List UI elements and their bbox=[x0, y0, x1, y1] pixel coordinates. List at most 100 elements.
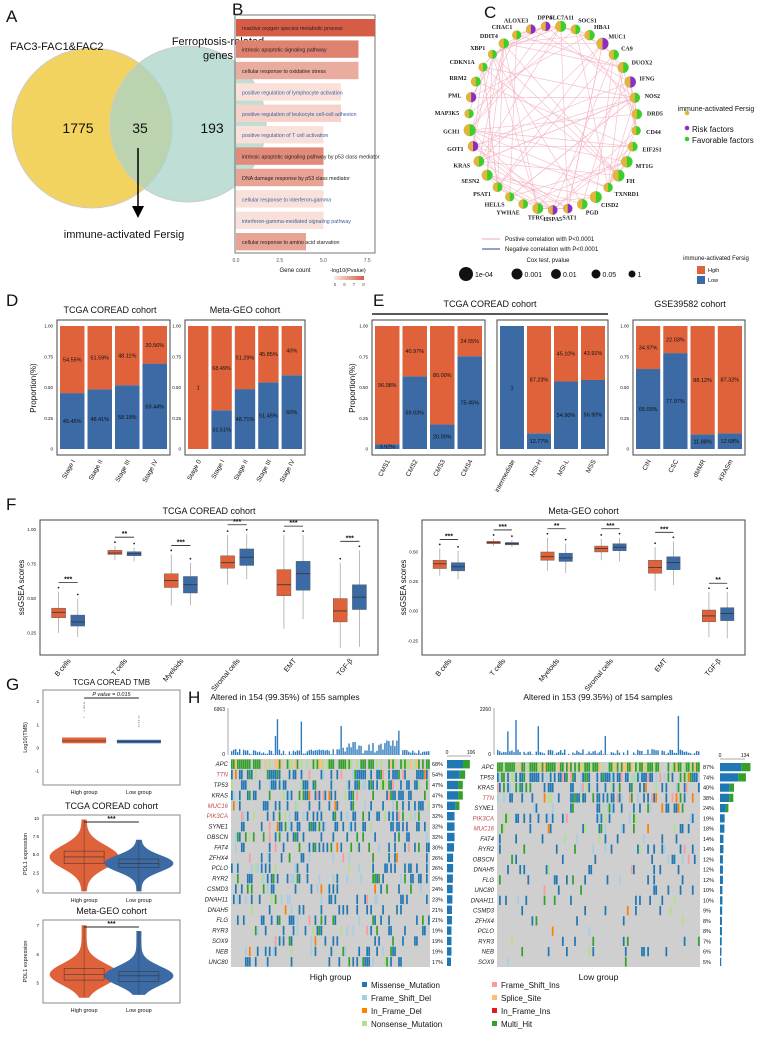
gene-node-half bbox=[624, 76, 631, 88]
arrow-label: immune-activated Fersig bbox=[64, 229, 184, 241]
mutation-cell bbox=[529, 783, 532, 793]
x-tick-label: Stage I bbox=[211, 458, 227, 480]
y-tick-label: 0.75 bbox=[172, 354, 181, 359]
bar-label: DNA damage response by p53 class mediato… bbox=[242, 176, 350, 182]
mutation-cell bbox=[547, 783, 550, 793]
mutation-cell bbox=[342, 759, 345, 769]
mutation-cell bbox=[563, 772, 566, 782]
tmb-bar bbox=[404, 749, 406, 755]
x-tick-label: Low group bbox=[126, 898, 152, 904]
percent-label: 24% bbox=[432, 887, 443, 893]
mutation-cell bbox=[242, 780, 245, 790]
y-tick-label: 0.75 bbox=[620, 354, 629, 359]
mutation-cell bbox=[242, 821, 245, 832]
count-bar bbox=[447, 957, 451, 966]
outlier-point bbox=[114, 541, 116, 544]
mutation-cell bbox=[272, 946, 275, 957]
mutation-cell bbox=[332, 811, 335, 821]
correlation-edge bbox=[469, 129, 627, 163]
gene-label: HELLS bbox=[485, 203, 506, 209]
correlation-edge bbox=[509, 161, 627, 198]
mutation-cell bbox=[635, 895, 637, 905]
mutation-cell bbox=[681, 854, 684, 864]
tmb-bar bbox=[380, 743, 382, 755]
mutation-cell bbox=[328, 884, 331, 894]
bar bbox=[236, 61, 359, 80]
gene-node-half bbox=[608, 49, 614, 60]
mutation-cell bbox=[612, 783, 615, 793]
plot-frame bbox=[421, 519, 746, 656]
size-legend-label: 0.01 bbox=[563, 272, 577, 279]
mutation-cell bbox=[428, 915, 430, 925]
correlation-edge bbox=[503, 43, 624, 68]
y-tick-label: 1.00 bbox=[359, 324, 368, 329]
significance-label: ** bbox=[715, 577, 721, 584]
mutation-cell bbox=[352, 790, 355, 801]
y-tick-label: 0.25 bbox=[359, 416, 368, 421]
tmb-bar bbox=[602, 754, 604, 755]
mutation-cell bbox=[332, 759, 335, 769]
mutation-cell bbox=[292, 925, 295, 936]
x-tick-label: High group bbox=[71, 790, 98, 796]
x-tick-label: KRASm bbox=[718, 459, 735, 483]
tmb-bar bbox=[519, 752, 521, 755]
x-tick-label: T cells bbox=[111, 657, 130, 677]
tmb-bar bbox=[246, 750, 249, 755]
mutation-cell bbox=[322, 790, 325, 801]
y-tick-label: 0 bbox=[36, 745, 39, 750]
mutation-cell bbox=[246, 790, 249, 801]
mutation-cell bbox=[594, 854, 597, 864]
mutation-cell bbox=[246, 769, 249, 780]
mutation-cell bbox=[618, 793, 621, 803]
mutation-cell bbox=[362, 759, 365, 769]
bar-low bbox=[211, 410, 232, 449]
mutation-cell bbox=[563, 834, 566, 844]
mutation-cell bbox=[338, 905, 341, 915]
mutation-cell bbox=[570, 783, 572, 793]
tmb-bar bbox=[296, 750, 299, 755]
count-bar bbox=[720, 896, 723, 905]
x-tick-label: Stage I bbox=[61, 458, 77, 480]
mutation-cell bbox=[525, 895, 528, 905]
mutation-cell bbox=[264, 925, 267, 936]
gene-label: DRD5 bbox=[647, 112, 663, 118]
mutation-cell bbox=[376, 780, 378, 790]
count-bar-multi bbox=[455, 801, 460, 810]
bar-high bbox=[457, 326, 482, 357]
mutation-cell bbox=[314, 915, 317, 925]
percent-label: 54% bbox=[432, 773, 443, 779]
mutation-cell bbox=[366, 905, 369, 915]
tmb-bar bbox=[637, 749, 639, 755]
mutation-cell bbox=[266, 769, 269, 780]
tmb-bar bbox=[576, 750, 578, 755]
x-tick-label: 7.5 bbox=[364, 258, 371, 264]
mutation-cell bbox=[270, 884, 273, 894]
mutation-cell bbox=[336, 769, 339, 780]
tmb-bar bbox=[330, 754, 332, 755]
mutation-cell bbox=[669, 906, 672, 916]
mutation-cell bbox=[624, 957, 627, 967]
mutation-cell bbox=[653, 865, 656, 875]
tmb-bar bbox=[256, 752, 259, 755]
percent-label: 14% bbox=[703, 837, 714, 843]
venn-set2-circle bbox=[109, 45, 267, 203]
mutation-cell bbox=[328, 759, 331, 769]
correlation-edge bbox=[469, 129, 554, 211]
mutation-cell bbox=[236, 832, 239, 842]
mutation-cell bbox=[252, 759, 255, 769]
venn-set2-label: genes bbox=[203, 50, 233, 62]
y-tick-label: 0.50 bbox=[44, 385, 53, 390]
mutation-cell bbox=[400, 905, 402, 915]
mutation-cell bbox=[364, 769, 367, 780]
outlier-point bbox=[546, 532, 549, 535]
mutation-cell bbox=[372, 759, 374, 769]
bar-high bbox=[527, 326, 551, 434]
mutation-cell bbox=[386, 790, 388, 801]
mutation-cell bbox=[596, 762, 599, 772]
mutation-cell bbox=[679, 844, 682, 854]
percent-label: 9% bbox=[703, 909, 711, 915]
mutation-cell bbox=[244, 946, 247, 957]
mutation-cell bbox=[348, 790, 351, 801]
arrow-head-icon bbox=[132, 206, 144, 218]
mutation-cell bbox=[308, 842, 311, 853]
